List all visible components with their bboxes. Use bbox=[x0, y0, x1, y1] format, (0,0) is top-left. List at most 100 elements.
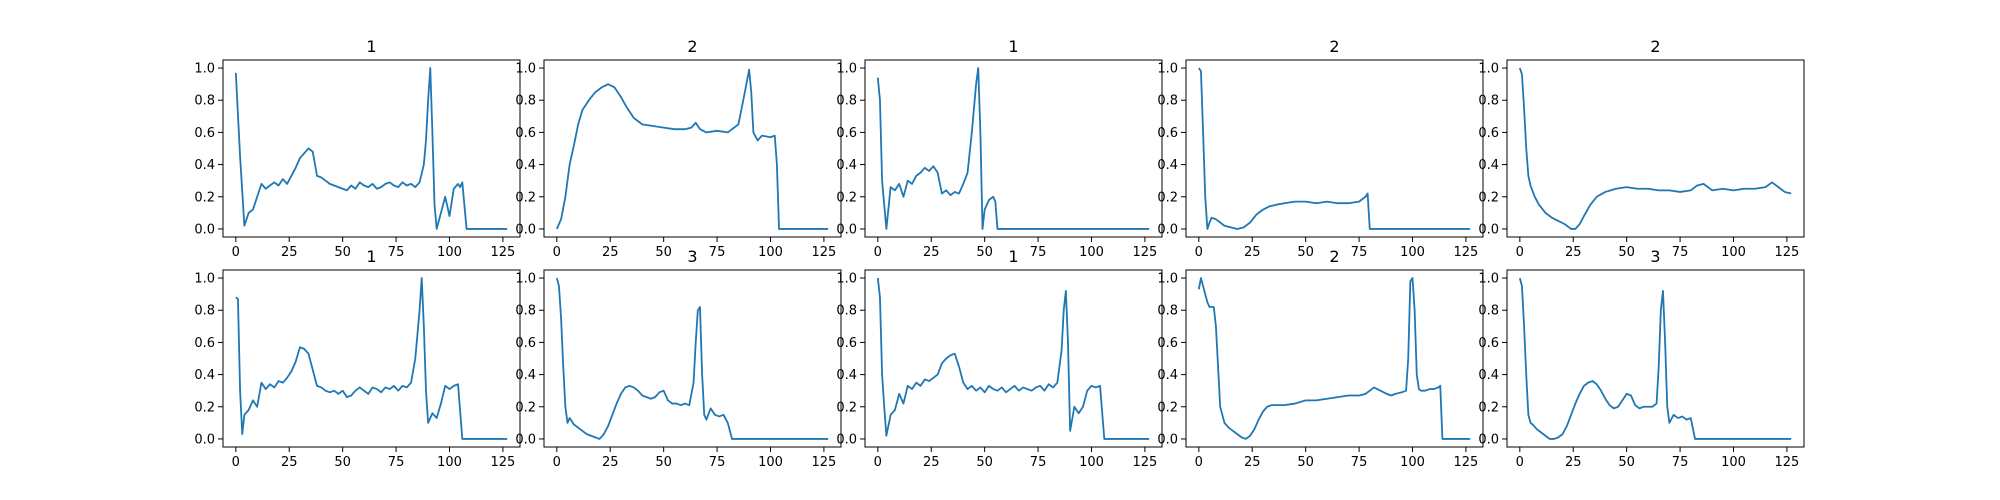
x-tick-label: 0 bbox=[232, 245, 240, 260]
x-tick-label: 75 bbox=[709, 245, 726, 260]
y-tick-label: 0.0 bbox=[515, 432, 536, 447]
y-tick-label: 0.0 bbox=[194, 432, 215, 447]
x-tick-label: 75 bbox=[388, 455, 405, 470]
y-tick-label: 0.2 bbox=[1478, 190, 1499, 205]
y-tick-label: 0.4 bbox=[1157, 158, 1178, 173]
y-tick-label: 1.0 bbox=[1478, 62, 1499, 77]
x-tick-label: 100 bbox=[1721, 245, 1746, 260]
x-tick-label: 75 bbox=[1672, 245, 1689, 260]
series-line bbox=[1197, 277, 1471, 440]
y-tick-label: 0.6 bbox=[836, 126, 857, 141]
y-tick-label: 1.0 bbox=[1157, 272, 1178, 287]
x-tick-label: 50 bbox=[655, 245, 672, 260]
x-tick-label: 0 bbox=[1516, 455, 1524, 470]
x-tick-label: 25 bbox=[923, 245, 940, 260]
x-tick-label: 0 bbox=[553, 455, 561, 470]
subplot-title: 2 bbox=[1329, 247, 1339, 266]
x-tick-label: 125 bbox=[490, 455, 515, 470]
x-tick-label: 25 bbox=[602, 455, 619, 470]
y-tick-label: 0.0 bbox=[1157, 222, 1178, 237]
series-line bbox=[555, 277, 829, 440]
subplot-6: 1 0 25 50 75 100 125 0.0 0.2 0.4 0.6 0.8 1.0 bbox=[194, 247, 521, 470]
x-tick-label: 50 bbox=[976, 245, 993, 260]
x-tick-label: 100 bbox=[1400, 245, 1425, 260]
y-tick-label: 0.4 bbox=[836, 158, 857, 173]
subplot-title: 3 bbox=[687, 247, 697, 266]
x-tick-label: 100 bbox=[1400, 455, 1425, 470]
y-tick-label: 0.2 bbox=[836, 400, 857, 415]
y-tick-label: 0.0 bbox=[1478, 222, 1499, 237]
x-tick-label: 25 bbox=[602, 245, 619, 260]
y-tick-label: 0.4 bbox=[836, 368, 857, 383]
x-tick-label: 100 bbox=[758, 455, 783, 470]
x-tick-label: 25 bbox=[1565, 245, 1582, 260]
series-line bbox=[235, 277, 508, 440]
axes-frame bbox=[1185, 59, 1484, 238]
subplot-title: 1 bbox=[366, 247, 376, 266]
x-tick-label: 0 bbox=[874, 245, 882, 260]
x-tick-label: 0 bbox=[1516, 245, 1524, 260]
x-tick-label: 50 bbox=[1618, 455, 1635, 470]
subplot-title: 1 bbox=[1008, 37, 1018, 56]
axes-frame bbox=[543, 59, 842, 238]
x-tick-label: 0 bbox=[553, 245, 561, 260]
y-tick-label: 0.6 bbox=[194, 336, 215, 351]
subplot-10: 3 0 25 50 75 100 125 0.0 0.2 0.4 0.6 0.8 1.0 bbox=[1478, 247, 1805, 470]
x-tick-label: 50 bbox=[1618, 245, 1635, 260]
y-tick-label: 0.6 bbox=[1157, 336, 1178, 351]
y-tick-label: 0.2 bbox=[1157, 400, 1178, 415]
series-line bbox=[876, 67, 1150, 230]
series-line bbox=[555, 68, 829, 230]
x-tick-label: 75 bbox=[709, 455, 726, 470]
axes-frame bbox=[864, 269, 1163, 448]
y-tick-label: 0.6 bbox=[515, 126, 536, 141]
y-tick-label: 0.2 bbox=[836, 190, 857, 205]
y-tick-label: 1.0 bbox=[194, 272, 215, 287]
x-tick-label: 125 bbox=[1132, 245, 1157, 260]
y-tick-label: 0.2 bbox=[1157, 190, 1178, 205]
x-tick-label: 125 bbox=[811, 455, 836, 470]
subplot-5: 2 0 25 50 75 100 125 0.0 0.2 0.4 0.6 0.8 1.0 bbox=[1478, 37, 1805, 260]
x-tick-label: 50 bbox=[1297, 245, 1314, 260]
x-tick-label: 50 bbox=[655, 455, 672, 470]
series-line bbox=[1518, 67, 1792, 230]
y-tick-label: 1.0 bbox=[836, 62, 857, 77]
x-tick-label: 75 bbox=[1351, 455, 1368, 470]
y-tick-label: 0.2 bbox=[1478, 400, 1499, 415]
y-tick-label: 0.8 bbox=[836, 94, 857, 109]
subplot-4: 2 0 25 50 75 100 125 0.0 0.2 0.4 0.6 0.8 1.0 bbox=[1157, 37, 1484, 260]
subplot-title: 2 bbox=[1329, 37, 1339, 56]
axes-frame bbox=[1506, 59, 1805, 238]
y-tick-label: 0.4 bbox=[194, 368, 215, 383]
y-tick-label: 1.0 bbox=[194, 62, 215, 77]
x-tick-label: 25 bbox=[281, 245, 298, 260]
y-tick-label: 0.0 bbox=[836, 432, 857, 447]
x-tick-label: 125 bbox=[490, 245, 515, 260]
x-tick-label: 75 bbox=[1351, 245, 1368, 260]
x-tick-label: 75 bbox=[1030, 455, 1047, 470]
y-tick-label: 0.4 bbox=[1157, 368, 1178, 383]
x-tick-label: 25 bbox=[923, 455, 940, 470]
x-tick-label: 125 bbox=[1774, 245, 1799, 260]
axes-frame bbox=[1506, 269, 1805, 448]
subplot-2: 2 0 25 50 75 100 125 0.0 0.2 0.4 0.6 0.8 1.0 bbox=[515, 37, 842, 260]
x-tick-label: 0 bbox=[1195, 245, 1203, 260]
x-tick-label: 25 bbox=[1244, 245, 1261, 260]
y-tick-label: 0.8 bbox=[1478, 94, 1499, 109]
y-tick-label: 0.2 bbox=[194, 400, 215, 415]
x-tick-label: 100 bbox=[1079, 455, 1104, 470]
y-tick-label: 0.4 bbox=[1478, 368, 1499, 383]
subplot-7: 3 0 25 50 75 100 125 0.0 0.2 0.4 0.6 0.8 1.0 bbox=[515, 247, 842, 470]
axes-frame bbox=[1185, 269, 1484, 448]
subplot-8: 1 0 25 50 75 100 125 0.0 0.2 0.4 0.6 0.8 1.0 bbox=[836, 247, 1163, 470]
y-tick-label: 0.6 bbox=[515, 336, 536, 351]
subplot-title: 2 bbox=[687, 37, 697, 56]
y-tick-label: 0.4 bbox=[1478, 158, 1499, 173]
subplot-3: 1 0 25 50 75 100 125 0.0 0.2 0.4 0.6 0.8 1.0 bbox=[836, 37, 1163, 260]
x-tick-label: 25 bbox=[1244, 455, 1261, 470]
x-tick-label: 125 bbox=[1132, 455, 1157, 470]
x-tick-label: 0 bbox=[232, 455, 240, 470]
subplot-1: 1 0 25 50 75 100 125 0.0 0.2 0.4 0.6 0.8 1.0 bbox=[194, 37, 521, 260]
x-tick-label: 0 bbox=[1195, 455, 1203, 470]
y-tick-label: 1.0 bbox=[1478, 272, 1499, 287]
